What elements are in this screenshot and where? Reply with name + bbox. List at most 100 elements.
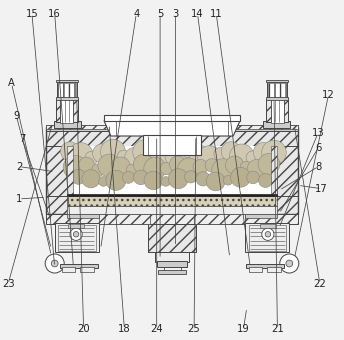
Circle shape — [125, 148, 144, 167]
Bar — [46, 128, 67, 214]
Circle shape — [205, 159, 219, 172]
Text: 19: 19 — [237, 324, 250, 334]
Circle shape — [189, 145, 208, 164]
Bar — [61, 264, 98, 268]
Text: 3: 3 — [172, 8, 179, 19]
Circle shape — [100, 139, 125, 164]
Bar — [266, 99, 288, 122]
Bar — [80, 267, 94, 272]
Circle shape — [133, 154, 153, 174]
Text: 23: 23 — [2, 279, 14, 289]
Circle shape — [165, 143, 190, 168]
Circle shape — [223, 175, 233, 185]
Bar — [248, 225, 286, 251]
Circle shape — [149, 147, 162, 159]
Circle shape — [177, 158, 201, 182]
Circle shape — [82, 170, 100, 188]
Circle shape — [221, 142, 241, 162]
Polygon shape — [104, 121, 240, 136]
Bar — [67, 194, 277, 196]
Bar — [271, 146, 277, 195]
Circle shape — [73, 232, 79, 237]
Bar — [155, 252, 189, 262]
Text: 11: 11 — [210, 8, 223, 19]
Bar — [67, 214, 99, 218]
Circle shape — [229, 144, 254, 169]
Bar — [67, 206, 277, 214]
Circle shape — [184, 171, 197, 183]
Bar — [263, 121, 290, 128]
Bar — [148, 224, 196, 252]
Text: 6: 6 — [315, 143, 321, 153]
Circle shape — [161, 176, 171, 186]
Circle shape — [262, 140, 286, 165]
Bar — [46, 214, 298, 224]
Circle shape — [133, 170, 148, 185]
Bar — [267, 82, 287, 99]
Bar — [245, 223, 289, 252]
Circle shape — [262, 228, 274, 240]
Bar — [67, 146, 73, 195]
Bar — [57, 82, 77, 99]
Bar — [99, 214, 150, 224]
Circle shape — [206, 172, 225, 191]
Circle shape — [182, 145, 195, 158]
Circle shape — [169, 156, 186, 173]
Bar — [271, 98, 283, 123]
Circle shape — [85, 151, 98, 165]
Bar — [194, 214, 245, 224]
Circle shape — [258, 153, 280, 175]
Bar — [46, 125, 298, 129]
Text: A: A — [8, 78, 15, 88]
Circle shape — [214, 148, 227, 160]
Bar — [46, 128, 298, 146]
Text: 25: 25 — [188, 324, 201, 334]
Bar — [54, 121, 81, 128]
Bar — [266, 80, 288, 82]
Circle shape — [93, 144, 112, 163]
Bar — [56, 80, 78, 82]
Circle shape — [79, 157, 94, 173]
Circle shape — [254, 142, 273, 162]
Bar — [245, 214, 277, 218]
Bar — [248, 267, 262, 272]
Circle shape — [133, 140, 158, 165]
Text: 8: 8 — [315, 162, 321, 172]
Circle shape — [99, 176, 108, 186]
Circle shape — [246, 151, 259, 164]
Bar — [268, 83, 286, 98]
Text: 1: 1 — [16, 194, 22, 204]
Circle shape — [247, 171, 259, 184]
Bar — [143, 135, 201, 155]
Text: 4: 4 — [133, 8, 139, 19]
Text: 21: 21 — [271, 324, 284, 334]
Text: 20: 20 — [77, 324, 90, 334]
Circle shape — [144, 157, 166, 180]
Text: 14: 14 — [191, 8, 204, 19]
Bar — [157, 261, 187, 267]
Bar — [55, 223, 99, 252]
Circle shape — [247, 159, 268, 180]
Circle shape — [265, 232, 271, 237]
Text: 16: 16 — [48, 8, 61, 19]
Circle shape — [122, 171, 135, 183]
Circle shape — [168, 169, 188, 189]
Circle shape — [259, 173, 272, 187]
Bar — [58, 83, 76, 98]
Bar — [267, 267, 281, 272]
Bar — [58, 225, 96, 251]
Text: 12: 12 — [322, 90, 335, 100]
Circle shape — [117, 150, 130, 163]
Circle shape — [240, 161, 252, 173]
Bar — [104, 115, 240, 121]
Text: 17: 17 — [315, 184, 328, 194]
Circle shape — [196, 172, 210, 186]
Circle shape — [280, 254, 299, 273]
Circle shape — [231, 167, 250, 187]
Circle shape — [157, 148, 176, 168]
Circle shape — [63, 155, 87, 179]
Text: 7: 7 — [19, 134, 25, 144]
Circle shape — [98, 154, 121, 177]
Text: 18: 18 — [118, 324, 131, 334]
Bar — [67, 146, 277, 195]
